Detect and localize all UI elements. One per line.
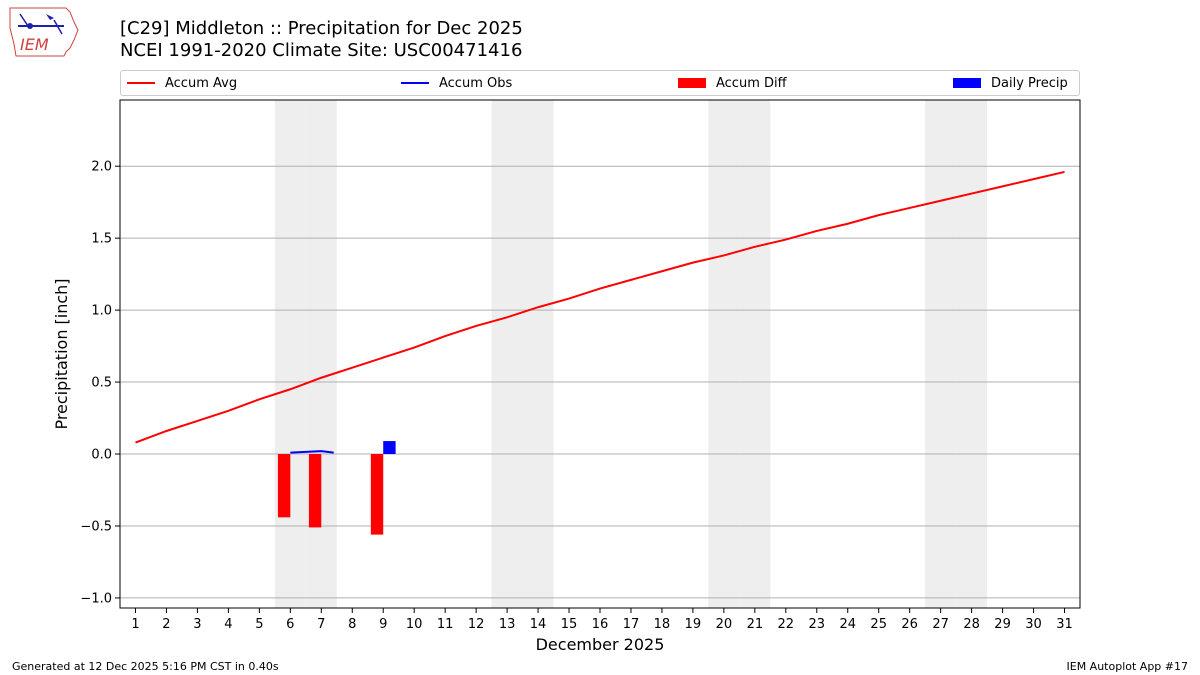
y-tick-label: 0.0 [91, 448, 112, 463]
accum-avg-line [135, 170, 1065, 444]
x-tick-label: 3 [193, 617, 201, 632]
x-tick-label: 1 [131, 617, 139, 632]
chart-title: [C29] Middleton :: Precipitation for Dec… [120, 18, 523, 62]
x-tick-label: 20 [716, 617, 733, 632]
x-tick-label: 21 [747, 617, 764, 632]
x-tick-label: 6 [286, 617, 294, 632]
chart-legend: Accum Avg Accum Obs Accum Diff Daily Pre… [120, 70, 1080, 96]
x-tick-label: 16 [592, 617, 609, 632]
weekend-shade-day-6 [274, 100, 306, 608]
x-tick-label: 23 [809, 617, 826, 632]
legend-item-accum-obs: Accum Obs [401, 71, 512, 95]
weekend-shade-day-14 [522, 100, 554, 608]
x-tick-label: 19 [685, 617, 702, 632]
weekend-shade-day-28 [956, 100, 988, 608]
accum-obs-line [290, 450, 334, 454]
x-tick-label: 24 [839, 617, 856, 632]
y-tick-label: −1.0 [80, 591, 112, 606]
y-tick-label: 0.5 [91, 376, 112, 391]
weekend-shade-day-13 [491, 100, 523, 608]
x-tick-label: 15 [561, 617, 578, 632]
x-tick-label: 22 [778, 617, 795, 632]
y-tick-label: 1.0 [91, 304, 112, 319]
iowa-state-outline-icon: IEM [9, 7, 79, 57]
daily-precip-bar-day-9 [383, 441, 396, 455]
x-tick-label: 30 [1025, 617, 1042, 632]
y-tick-label: 1.5 [91, 232, 112, 247]
x-tick-label: 17 [623, 617, 640, 632]
x-tick-label: 18 [654, 617, 671, 632]
x-tick-label: 31 [1056, 617, 1073, 632]
legend-label-daily-precip: Daily Precip [991, 75, 1068, 91]
y-tick-label: 2.0 [91, 160, 112, 175]
x-tick-label: 11 [437, 617, 454, 632]
footer-app: IEM Autoplot App #17 [1066, 660, 1189, 673]
x-tick-label: 5 [255, 617, 263, 632]
accum-diff-bar-day-7 [308, 454, 322, 528]
x-tick-label: 8 [348, 617, 356, 632]
legend-swatch-accum-obs [401, 82, 429, 84]
legend-label-accum-diff: Accum Diff [716, 75, 787, 91]
x-tick-label: 2 [162, 617, 170, 632]
x-tick-label: 10 [406, 617, 423, 632]
x-tick-label: 4 [224, 617, 232, 632]
x-tick-label: 13 [499, 617, 516, 632]
x-tick-label: 27 [932, 617, 949, 632]
x-tick-label: 29 [994, 617, 1011, 632]
x-axis-label: December 2025 [536, 635, 665, 654]
legend-label-accum-obs: Accum Obs [439, 75, 513, 91]
x-tick-label: 9 [379, 617, 387, 632]
footer-generated: Generated at 12 Dec 2025 5:16 PM CST in … [12, 660, 279, 673]
x-tick-label: 7 [317, 617, 325, 632]
x-tick-label: 14 [530, 617, 547, 632]
title-line-2: NCEI 1991-2020 Climate Site: USC00471416 [120, 40, 523, 61]
weekend-shade-day-27 [925, 100, 957, 608]
legend-swatch-daily-precip [953, 78, 981, 88]
accum-diff-bar-day-9 [370, 454, 384, 535]
x-tick-label: 12 [468, 617, 485, 632]
legend-item-accum-avg: Accum Avg [127, 71, 237, 95]
legend-label-accum-avg: Accum Avg [165, 75, 238, 91]
x-tick-label: 28 [963, 617, 980, 632]
logo-text: IEM [20, 35, 49, 54]
legend-swatch-accum-avg [127, 82, 155, 84]
legend-swatch-accum-diff [678, 78, 706, 88]
y-tick-label: −0.5 [80, 519, 112, 534]
weekend-shade-day-20 [708, 100, 740, 608]
iem-logo: IEM [6, 4, 82, 60]
weekend-shade-day-21 [739, 100, 771, 608]
x-tick-label: 26 [901, 617, 918, 632]
weekend-shade-day-7 [305, 100, 337, 608]
accum-diff-bar-day-6 [277, 454, 291, 518]
x-tick-label: 25 [870, 617, 887, 632]
title-line-1: [C29] Middleton :: Precipitation for Dec… [120, 18, 523, 39]
legend-item-daily-precip: Daily Precip [953, 71, 1068, 95]
y-axis-label: Precipitation [inch] [52, 278, 71, 429]
legend-item-accum-diff: Accum Diff [678, 71, 787, 95]
